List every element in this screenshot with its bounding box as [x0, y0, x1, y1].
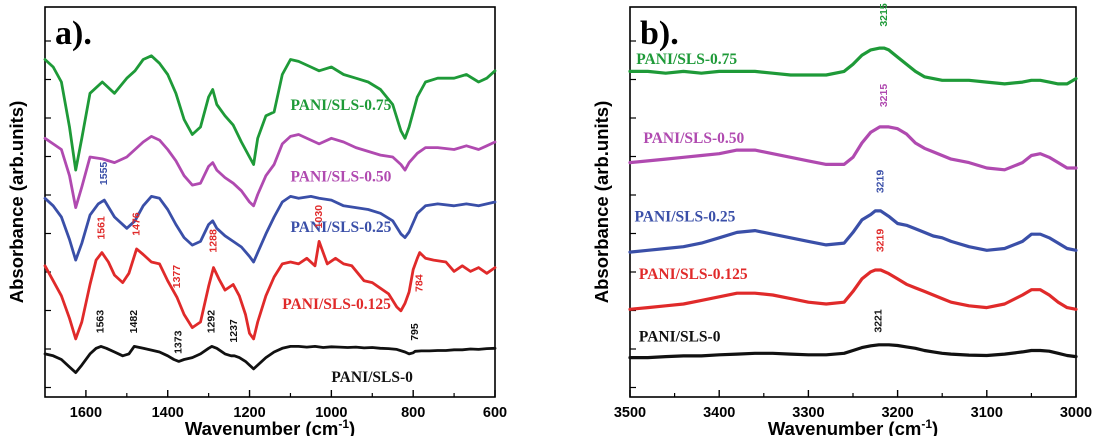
panel-label: b).	[640, 15, 679, 52]
x-tick-label: 1400	[152, 405, 184, 421]
peak-label: 1476	[130, 212, 142, 236]
peak-label: 1482	[128, 310, 140, 334]
peak-label: 1555	[98, 162, 110, 186]
peak-label: 3221	[873, 309, 885, 333]
x-tick-label: 3400	[703, 405, 735, 421]
peak-label: 3219	[874, 170, 886, 194]
series-label: PANI/SLS-0.125	[282, 296, 391, 313]
series-label: PANI/SLS-0.125	[639, 266, 748, 283]
peak-label: 1237	[228, 319, 240, 343]
series-label: PANI/SLS-0.50	[290, 168, 391, 185]
panel-label: a).	[55, 15, 92, 52]
peak-label: 784	[413, 274, 425, 292]
peak-label: 1561	[96, 216, 108, 240]
x-axis-title: Wavenumber (cm-1)	[768, 417, 938, 436]
series-label: PANI/SLS-0	[331, 369, 413, 386]
peak-label: 3215	[878, 3, 890, 27]
peak-label: 1288	[207, 229, 219, 253]
y-axis-title: Absorbance (arb.units)	[6, 101, 27, 304]
peak-label: 1292	[206, 310, 218, 334]
x-tick-label: 1600	[70, 405, 102, 421]
panel-a: 1600 1400 1200 1000 800 600PANI/SLS-0.75PANI/…	[6, 7, 507, 436]
peak-label: 1563	[95, 310, 107, 334]
peak-label: 1377	[171, 265, 183, 289]
x-tick-label: 600	[483, 405, 507, 421]
series-line	[45, 135, 495, 208]
plot-frame	[45, 7, 495, 397]
x-tick-label: 800	[401, 405, 425, 421]
x-tick-label: 3000	[1060, 405, 1092, 421]
series-label: PANI/SLS-0.25	[290, 219, 391, 236]
peak-label: 3215	[878, 84, 890, 108]
x-axis-title: Wavenumber (cm-1)	[185, 417, 355, 436]
series-line	[45, 196, 495, 262]
series-label: PANI/SLS-0	[639, 329, 721, 346]
series-line	[45, 346, 495, 372]
series-label: PANI/SLS-0.50	[643, 130, 744, 147]
panel-b: 3500 3400 3300 3200 3100 3000PANI/SLS-0.75PAN…	[591, 3, 1092, 436]
series-line	[630, 345, 1076, 358]
x-tick-label: 3100	[971, 405, 1003, 421]
series-line	[45, 241, 495, 339]
y-axis-title: Absorbance (arb.units)	[591, 101, 612, 304]
peak-label: 795	[409, 323, 421, 341]
peak-label: 3219	[874, 229, 886, 253]
series-label: PANI/SLS-0.75	[636, 51, 737, 68]
x-tick-label: 3500	[614, 405, 646, 421]
series-line	[45, 56, 495, 170]
peak-label: 1030	[313, 205, 325, 229]
peak-label: 1373	[173, 330, 185, 354]
series-label: PANI/SLS-0.75	[290, 97, 391, 114]
series-label: PANI/SLS-0.25	[634, 209, 735, 226]
